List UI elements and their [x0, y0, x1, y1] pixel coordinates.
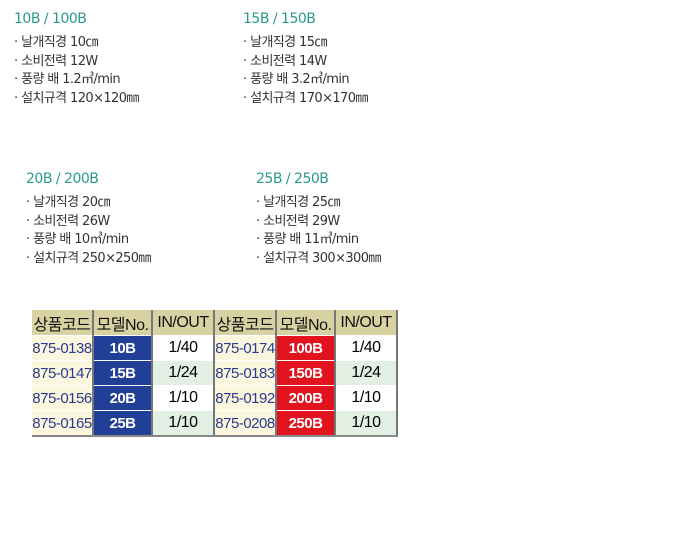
spec-block-10b: 10B / 100B 날개직경 10㎝ 소비전력 12W 풍량 배 1.2㎥/m… — [14, 10, 139, 108]
spec-line: 풍량 배 10㎥/min — [26, 231, 151, 250]
product-code: 875-0192 — [214, 385, 277, 411]
model-no: 15B — [93, 360, 153, 386]
spec-line: 날개직경 10㎝ — [14, 34, 139, 53]
spec-block-15b: 15B / 150B 날개직경 15㎝ 소비전력 14W 풍량 배 3.2㎥/m… — [243, 10, 368, 108]
product-code: 875-0183 — [214, 360, 277, 386]
model-title: 15B / 150B — [243, 11, 316, 27]
model-title: 20B / 200B — [26, 171, 99, 187]
spec-line: 설치규격 250×250㎜ — [26, 250, 151, 269]
in-out: 1/24 — [335, 360, 398, 386]
table-row: 875-0156 20B 1/10 875-0192 200B 1/10 — [32, 385, 398, 411]
in-out: 1/10 — [152, 410, 215, 437]
in-out: 1/10 — [152, 385, 215, 411]
in-out: 1/10 — [335, 410, 398, 437]
header-inout: IN/OUT — [152, 310, 215, 336]
spec-line: 날개직경 20㎝ — [26, 194, 151, 213]
header-code: 상품코드 — [214, 310, 277, 336]
model-title: 10B / 100B — [14, 11, 87, 27]
spec-line: 소비전력 29W — [256, 213, 381, 232]
table-row: 875-0138 10B 1/40 875-0174 100B 1/40 — [32, 335, 398, 361]
header-model: 모델No. — [93, 310, 153, 336]
product-code: 875-0147 — [32, 360, 94, 386]
spec-line: 설치규격 120×120㎜ — [14, 90, 139, 109]
spec-line: 풍량 배 11㎥/min — [256, 231, 381, 250]
in-out: 1/40 — [335, 335, 398, 361]
in-out: 1/40 — [152, 335, 215, 361]
spec-line: 설치규격 170×170㎜ — [243, 90, 368, 109]
model-no: 10B — [93, 335, 153, 361]
model-no: 150B — [276, 360, 336, 386]
model-no: 200B — [276, 385, 336, 411]
product-code: 875-0156 — [32, 385, 94, 411]
product-table: 상품코드 모델No. IN/OUT 상품코드 모델No. IN/OUT 875-… — [32, 310, 398, 437]
spec-line: 소비전력 26W — [26, 213, 151, 232]
product-code: 875-0165 — [32, 410, 94, 437]
spec-line: 날개직경 15㎝ — [243, 34, 368, 53]
model-no: 25B — [93, 410, 153, 437]
header-code: 상품코드 — [32, 310, 94, 336]
model-title: 25B / 250B — [256, 171, 329, 187]
spec-line: 풍량 배 1.2㎥/min — [14, 71, 139, 90]
spec-block-20b: 20B / 200B 날개직경 20㎝ 소비전력 26W 풍량 배 10㎥/mi… — [26, 170, 151, 268]
header-model: 모델No. — [276, 310, 336, 336]
spec-line: 소비전력 12W — [14, 53, 139, 72]
header-inout: IN/OUT — [335, 310, 398, 336]
model-no: 20B — [93, 385, 153, 411]
model-no: 100B — [276, 335, 336, 361]
table-header-row: 상품코드 모델No. IN/OUT 상품코드 모델No. IN/OUT — [32, 310, 398, 336]
product-code: 875-0138 — [32, 335, 94, 361]
table-row: 875-0147 15B 1/24 875-0183 150B 1/24 — [32, 360, 398, 386]
model-no: 250B — [276, 410, 336, 437]
table-row: 875-0165 25B 1/10 875-0208 250B 1/10 — [32, 410, 398, 437]
spec-line: 날개직경 25㎝ — [256, 194, 381, 213]
spec-line: 설치규격 300×300㎜ — [256, 250, 381, 269]
product-code: 875-0208 — [214, 410, 277, 437]
spec-line: 소비전력 14W — [243, 53, 368, 72]
in-out: 1/24 — [152, 360, 215, 386]
spec-block-25b: 25B / 250B 날개직경 25㎝ 소비전력 29W 풍량 배 11㎥/mi… — [256, 170, 381, 268]
product-code: 875-0174 — [214, 335, 277, 361]
in-out: 1/10 — [335, 385, 398, 411]
spec-line: 풍량 배 3.2㎥/min — [243, 71, 368, 90]
